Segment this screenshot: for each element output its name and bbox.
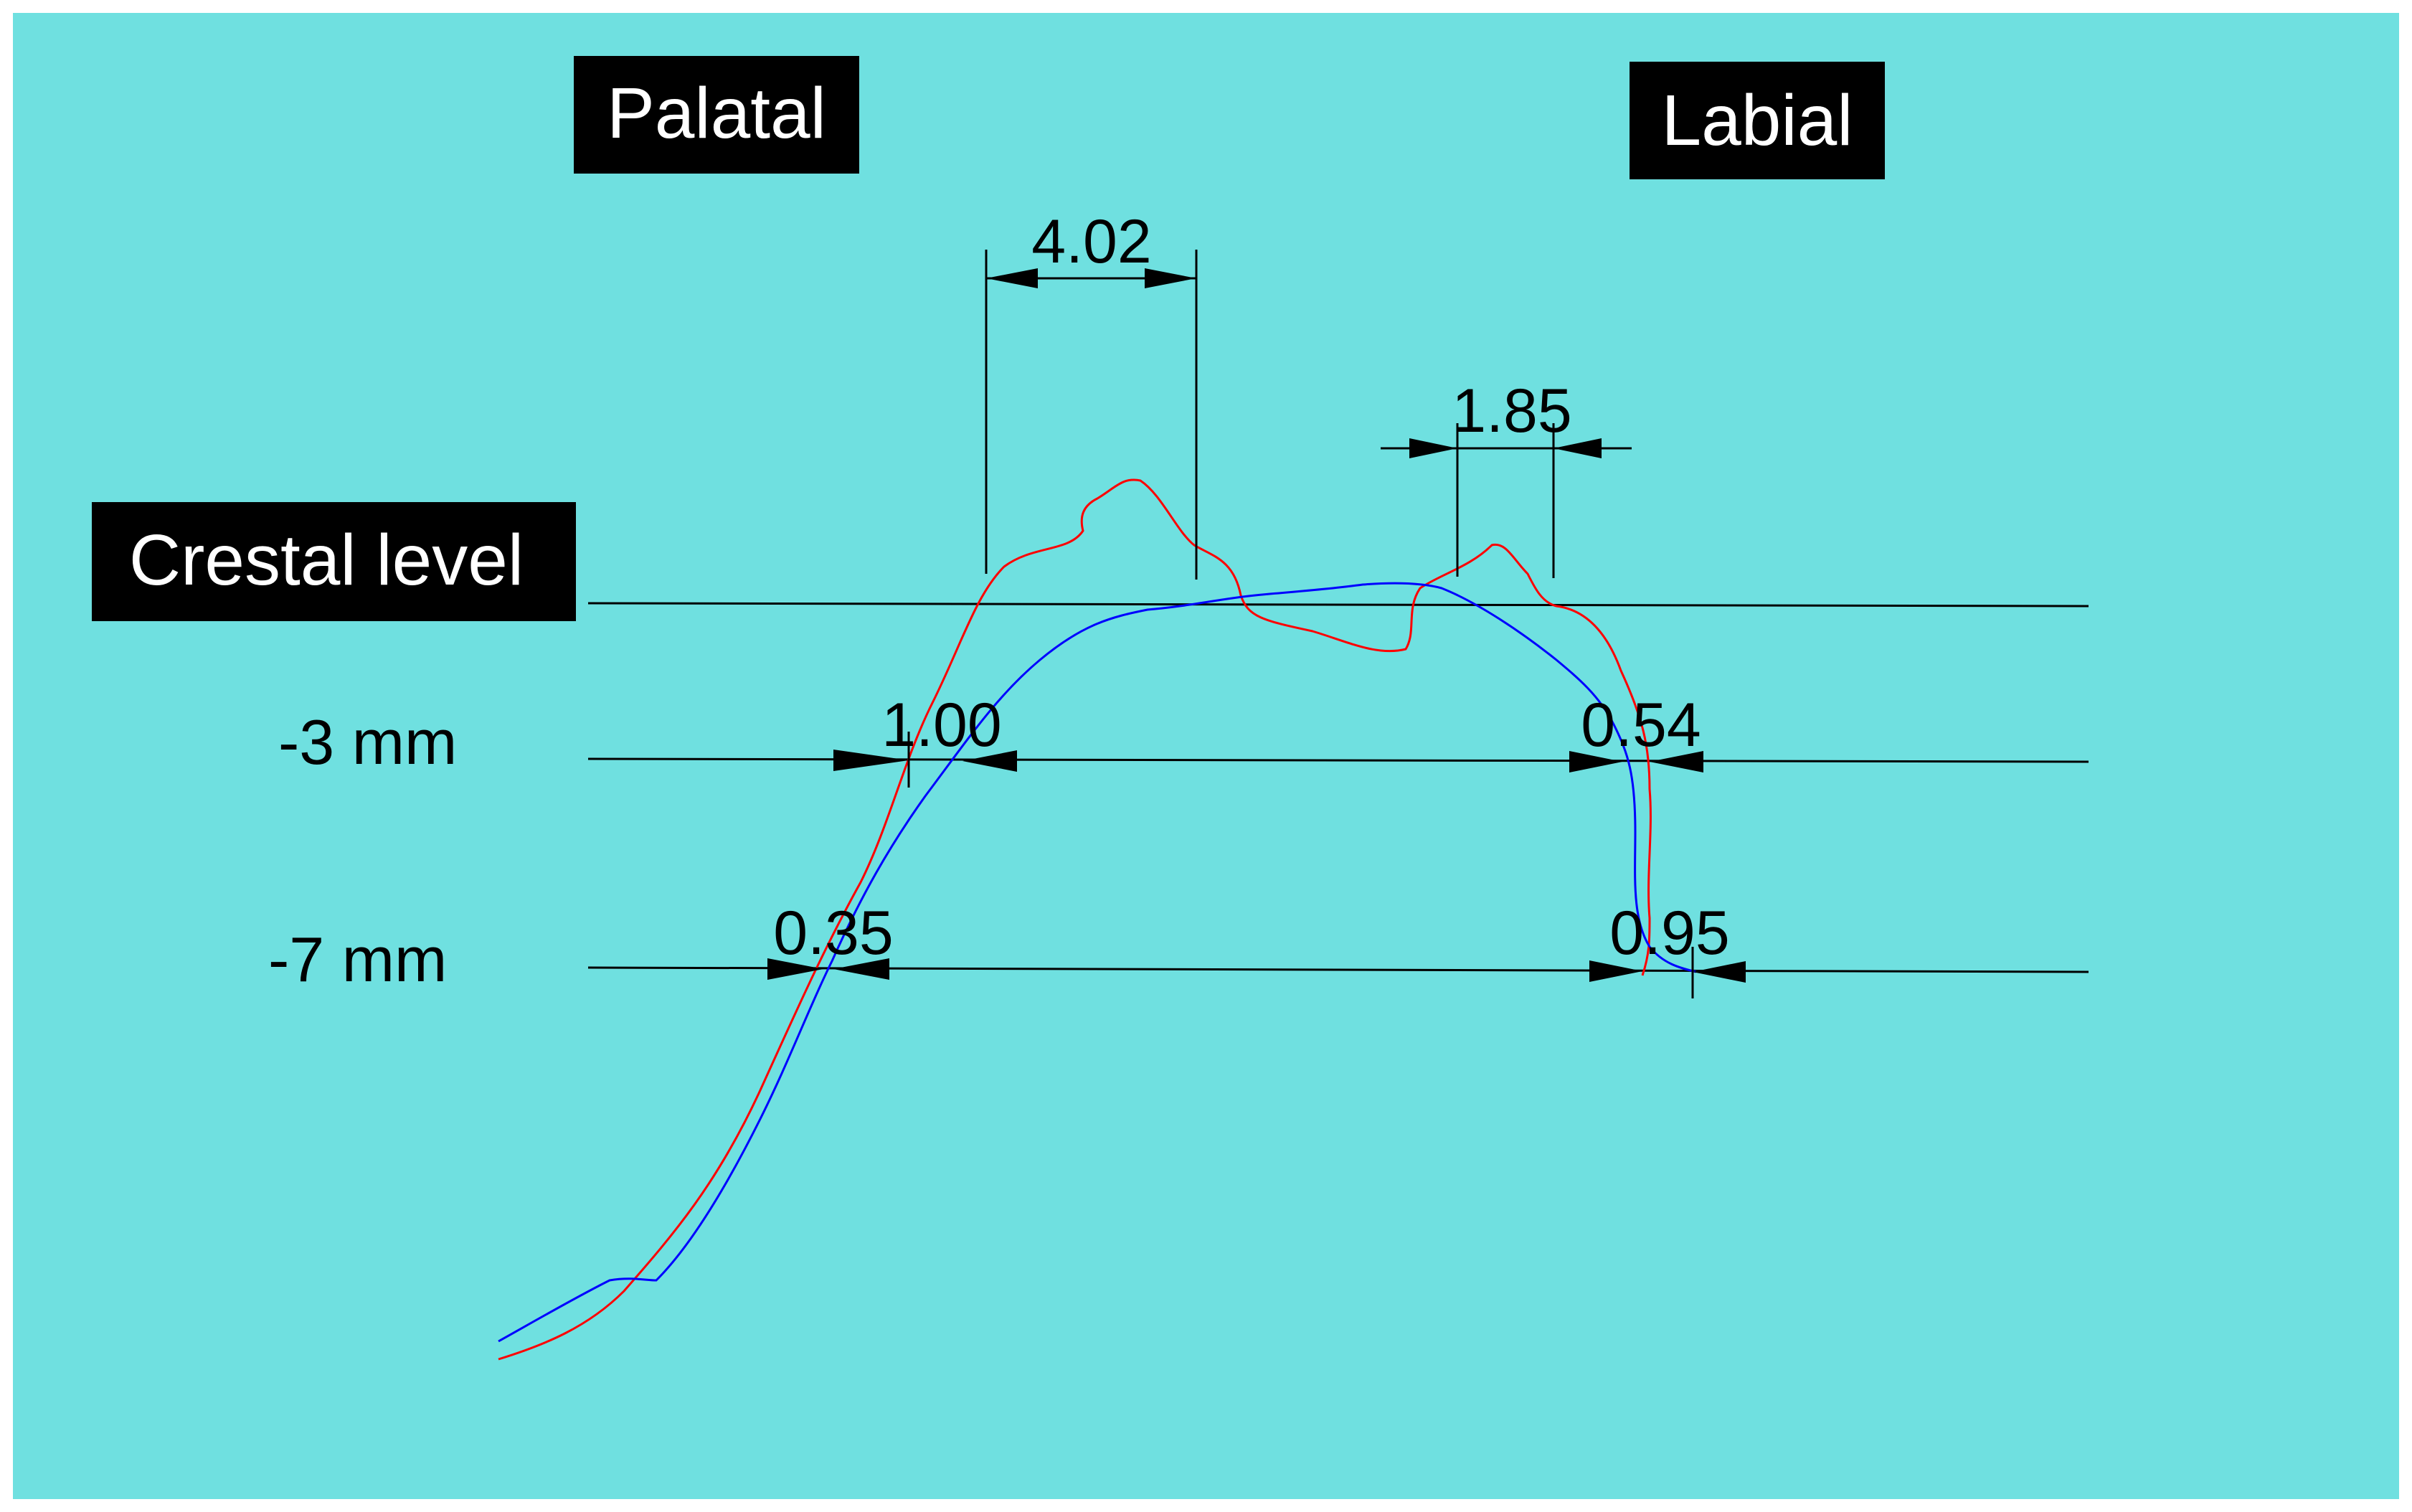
dimension-label-labial-minus7: 0.95 [1609,899,1729,968]
dimension-palatal-minus7 [767,958,889,980]
level-label-minus3: -3 mm [278,707,457,778]
crestal-level-label: Crestal level [129,520,524,600]
labial-label: Labial [1662,80,1853,161]
level-label-minus7: -7 mm [268,924,447,995]
dimension-label-palatal-minus7: 0.35 [773,899,893,968]
dimension-label-labial-crest: 1.85 [1452,377,1571,445]
dimension-labial-crest [1381,423,1632,578]
labial-label-box [1630,62,1885,179]
dimension-top-width [985,250,1198,580]
palatal-label-box [574,56,859,174]
dimension-palatal-minus3 [833,732,1017,788]
dimension-label-palatal-minus3: 1.00 [881,691,1001,760]
palatal-label: Palatal [607,73,826,153]
profile-blue-line [498,582,1697,1343]
dimension-labial-minus3 [1569,751,1703,772]
dimension-label-labial-minus3: 0.54 [1581,691,1701,760]
crestal-level-line [587,602,2089,608]
dimension-labial-minus7 [1589,947,1746,998]
dimension-label-top-width: 4.02 [1031,207,1151,276]
diagram-background [13,13,2399,1499]
crestal-level-label-box [92,502,576,621]
